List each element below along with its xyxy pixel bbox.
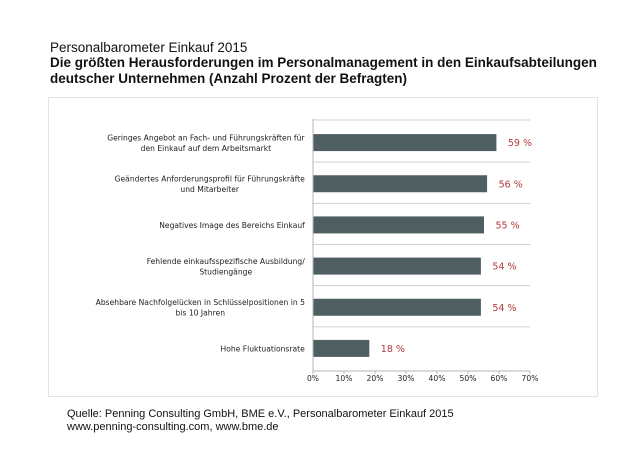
chart-frame xyxy=(48,97,598,397)
bar xyxy=(313,134,497,152)
category-label: Hohe Fluktuationsrate xyxy=(221,344,306,353)
chart-header: Personalbarometer Einkauf 2015 Die größt… xyxy=(50,40,620,87)
category-label: Fehlende einkaufsspezifische Ausbildung/… xyxy=(147,257,306,277)
category-label-line: Absehbare Nachfolgelücken in Schlüsselpo… xyxy=(96,298,305,307)
source-line-1: Quelle: Penning Consulting GmbH, BME e.V… xyxy=(67,408,454,420)
category-label: Geringes Angebot an Fach- und Führungskr… xyxy=(107,133,305,153)
source-note: Quelle: Penning Consulting GmbH, BME e.V… xyxy=(67,408,454,434)
bar-value-label: 54 % xyxy=(492,262,516,273)
chart-supertitle: Personalbarometer Einkauf 2015 xyxy=(50,40,248,55)
category-label-line: Negatives Image des Bereichs Einkauf xyxy=(159,221,305,230)
x-axis-tick-label: 20% xyxy=(367,374,384,383)
x-axis-tick-label: 70% xyxy=(522,374,539,383)
x-axis-tick-label: 50% xyxy=(460,374,477,383)
bar xyxy=(313,298,481,316)
category-label: Absehbare Nachfolgelücken in Schlüsselpo… xyxy=(96,298,305,318)
category-label-line: den Einkauf auf dem Arbeitsmarkt xyxy=(141,144,272,153)
category-label: Negatives Image des Bereichs Einkauf xyxy=(159,221,305,230)
bar xyxy=(313,339,370,357)
category-label: Geändertes Anforderungsprofil für Führun… xyxy=(115,175,306,195)
x-axis-tick-label: 60% xyxy=(491,374,508,383)
category-label-line: Geändertes Anforderungsprofil für Führun… xyxy=(115,175,306,184)
category-label-line: bis 10 Jahren xyxy=(176,309,226,318)
source-line-2: www.penning-consulting.com, www.bme.de xyxy=(67,421,279,433)
chart-title-line-2: deutscher Unternehmen (Anzahl Prozent de… xyxy=(50,71,408,86)
bar-value-label: 59 % xyxy=(508,138,532,149)
x-axis-tick-label: 40% xyxy=(429,374,446,383)
bar-value-label: 18 % xyxy=(381,344,405,355)
x-axis-tick-label: 0% xyxy=(307,374,319,383)
bar xyxy=(313,216,484,234)
category-label-line: Geringes Angebot an Fach- und Führungskr… xyxy=(107,133,305,142)
x-axis-tick-label: 30% xyxy=(398,374,415,383)
x-axis-tick-label: 10% xyxy=(336,374,353,383)
bar-value-label: 56 % xyxy=(499,179,523,190)
bar xyxy=(313,257,481,275)
bar-value-label: 55 % xyxy=(496,220,520,231)
category-label-line: Hohe Fluktuationsrate xyxy=(221,344,306,353)
chart-title-line-1: Die größten Herausforderungen im Persona… xyxy=(50,55,597,70)
category-label-line: Fehlende einkaufsspezifische Ausbildung/ xyxy=(147,257,306,266)
bar xyxy=(313,175,488,193)
bar-value-label: 54 % xyxy=(492,303,516,314)
category-label-line: und Mitarbeiter xyxy=(180,185,240,194)
category-label-line: Studiengänge xyxy=(199,267,252,276)
